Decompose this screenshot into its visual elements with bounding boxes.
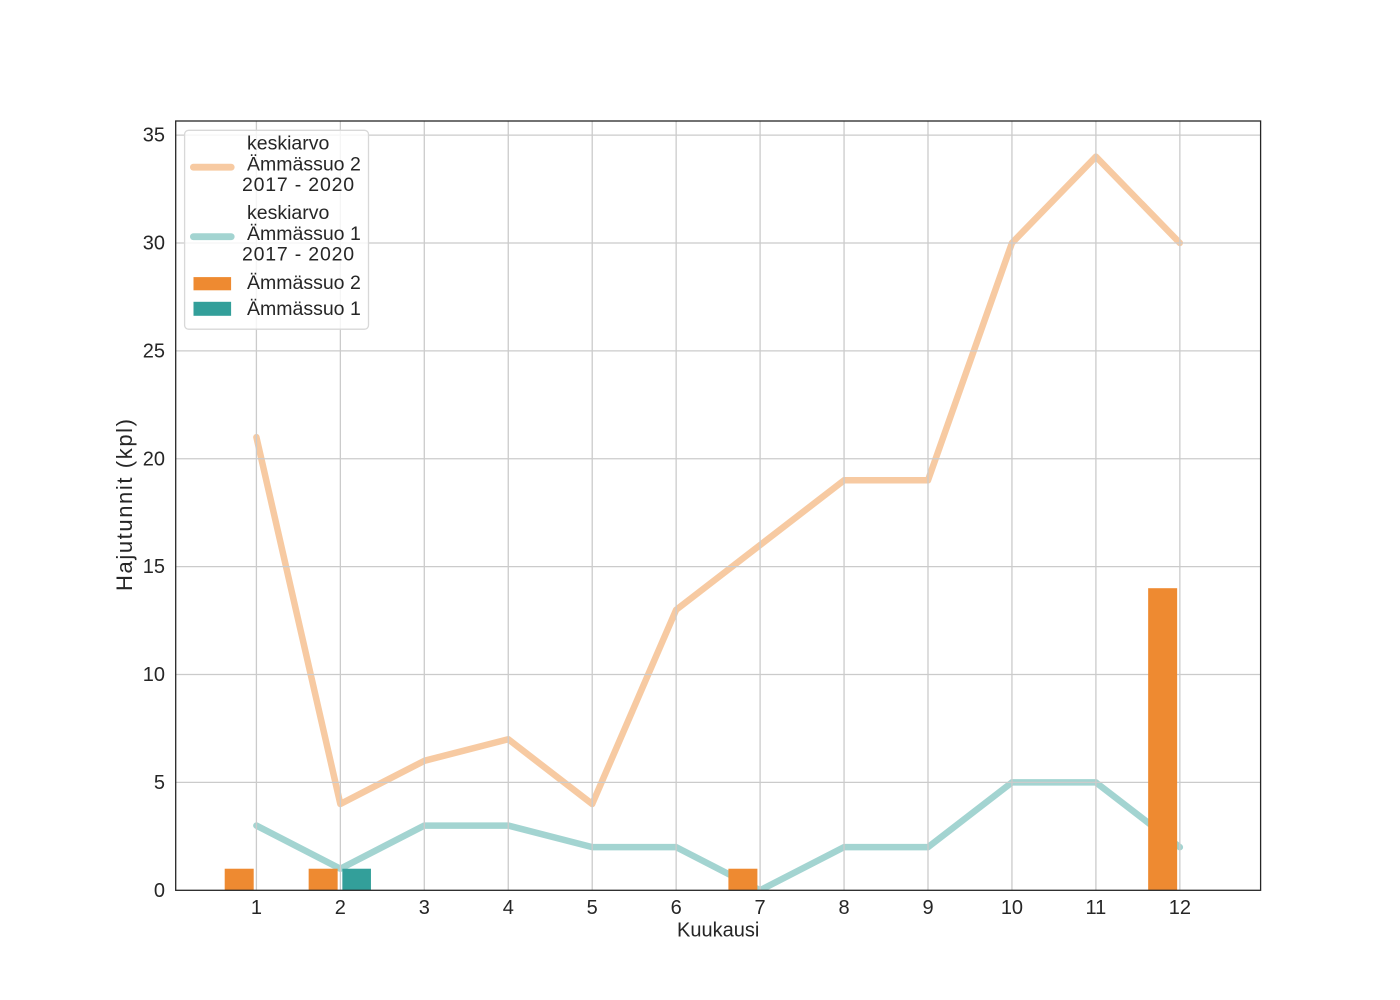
svg-text:10: 10	[1001, 897, 1023, 919]
svg-text:25: 25	[143, 340, 165, 362]
svg-text:15: 15	[143, 556, 165, 578]
svg-text:35: 35	[143, 125, 165, 147]
svg-text:Ämmässuo 1: Ämmässuo 1	[247, 223, 361, 245]
svg-text:8: 8	[838, 897, 849, 919]
svg-text:7: 7	[755, 897, 766, 919]
svg-text:1: 1	[251, 897, 262, 919]
svg-text:2017 - 2020: 2017 - 2020	[242, 174, 355, 196]
svg-text:11: 11	[1086, 897, 1107, 919]
svg-text:12: 12	[1169, 897, 1191, 919]
svg-text:6: 6	[671, 897, 682, 919]
svg-text:20: 20	[143, 448, 165, 470]
svg-text:Hajutunnit (kpl): Hajutunnit (kpl)	[112, 417, 137, 591]
svg-text:3: 3	[419, 897, 430, 919]
svg-text:2017 - 2020: 2017 - 2020	[242, 244, 355, 266]
svg-text:10: 10	[143, 664, 165, 686]
svg-text:4: 4	[503, 897, 514, 919]
svg-text:Ämmässuo 1: Ämmässuo 1	[247, 298, 361, 320]
svg-text:9: 9	[922, 897, 933, 919]
svg-text:2: 2	[335, 897, 346, 919]
svg-text:0: 0	[154, 880, 165, 902]
svg-text:keskiarvo: keskiarvo	[247, 202, 330, 224]
svg-text:Ämmässuo 2: Ämmässuo 2	[247, 154, 361, 176]
svg-text:5: 5	[587, 897, 598, 919]
svg-text:Ämmässuo 2: Ämmässuo 2	[247, 272, 361, 294]
svg-text:30: 30	[143, 233, 165, 255]
svg-text:keskiarvo: keskiarvo	[247, 133, 330, 155]
svg-text:Kuukausi: Kuukausi	[677, 919, 759, 941]
svg-text:5: 5	[154, 772, 165, 794]
